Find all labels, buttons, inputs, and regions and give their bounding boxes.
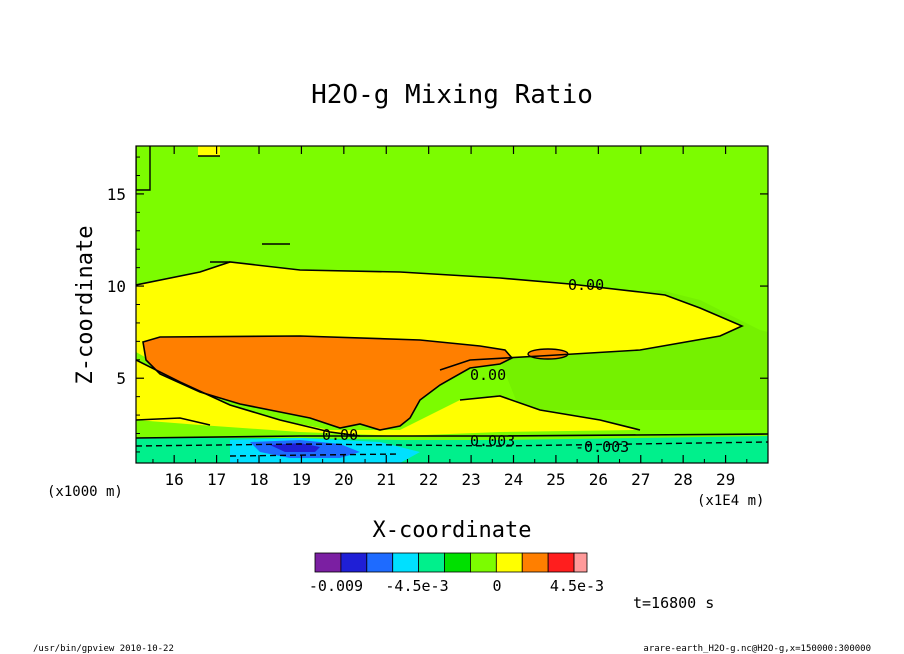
footer-right: arare-earth_H2O-g.nc@H2O-g,x=150000:3000… [643, 644, 871, 654]
colorbar-tick-label: -4.5e-3 [385, 577, 448, 595]
colorbar-tick-label: -0.009 [309, 577, 363, 595]
contour-line-dashed [136, 441, 768, 457]
colorbar [314, 552, 588, 573]
x-tick-label: 20 [334, 470, 353, 489]
x-axis: 16 17 18 19 20 21 22 23 24 25 26 27 28 29 [152, 146, 748, 489]
y-tick-label: 15 [107, 185, 126, 204]
x-axis-title: X-coordinate [373, 518, 532, 543]
x-tick-label: 26 [589, 470, 608, 489]
colorbar-swatch [418, 552, 445, 573]
x-tick-label: 24 [504, 470, 523, 489]
y-tick-label: 10 [107, 277, 126, 296]
chart-title: H2O-g Mixing Ratio [311, 80, 593, 110]
x-unit-right: (x1E4 m) [697, 493, 764, 509]
footer-left: /usr/bin/gpview 2010-10-22 [33, 644, 174, 654]
x-tick-label: 17 [207, 470, 226, 489]
contour-line-upper [136, 261, 744, 371]
time-label: t=16800 s [633, 594, 714, 612]
contour-line-orange [142, 335, 514, 431]
colorbar-swatch [444, 552, 471, 573]
contour-label: 0.00 [568, 276, 604, 294]
contour-line-lower [136, 417, 768, 439]
contour-label: 0.00 [470, 366, 506, 384]
contour-labels: 0.00 0.00 0.00 0.003 -0.003 [322, 276, 629, 456]
contour-line-top [136, 146, 290, 263]
colorbar-swatch [547, 552, 575, 573]
x-tick-label: 22 [419, 470, 438, 489]
colorbar-swatch [340, 552, 368, 573]
x-tick-label: 28 [674, 470, 693, 489]
x-tick-label: 29 [716, 470, 735, 489]
contour-line-mid [136, 359, 641, 437]
field-yellow-patch-top [198, 146, 220, 156]
colorbar-swatch [573, 552, 588, 573]
x-tick-label: 25 [546, 470, 565, 489]
x-tick-label: 19 [292, 470, 311, 489]
contour-label: 0.003 [470, 432, 515, 450]
x-tick-label: 18 [249, 470, 268, 489]
contour-label: 0.00 [322, 426, 358, 444]
contour-line-blob [527, 348, 569, 360]
colorbar-swatch [366, 552, 394, 573]
colorbar-tick-label: 4.5e-3 [550, 577, 604, 595]
contour-label: -0.003 [575, 438, 629, 456]
colorbar-swatch [392, 552, 420, 573]
colorbar-tick-label: 0 [492, 577, 501, 595]
colorbar-swatch [314, 552, 342, 573]
y-axis: 5 10 15 [107, 156, 768, 453]
field-darkblue-core [270, 443, 320, 452]
colorbar-swatch [470, 552, 497, 573]
x-tick-label: 16 [165, 470, 184, 489]
x-tick-label: 27 [631, 470, 650, 489]
y-axis-title: Z-coordinate [73, 226, 98, 385]
contour-plot-area [136, 146, 768, 463]
y-tick-label: 5 [116, 369, 126, 388]
x-tick-label: 21 [377, 470, 396, 489]
x-tick-label: 23 [461, 470, 480, 489]
colorbar-labels: -0.009 -4.5e-3 0 4.5e-3 [309, 577, 604, 595]
x-unit-left: (x1000 m) [47, 484, 123, 500]
field-orange-core [143, 336, 512, 430]
colorbar-swatch [495, 552, 523, 573]
colorbar-swatch [521, 552, 549, 573]
